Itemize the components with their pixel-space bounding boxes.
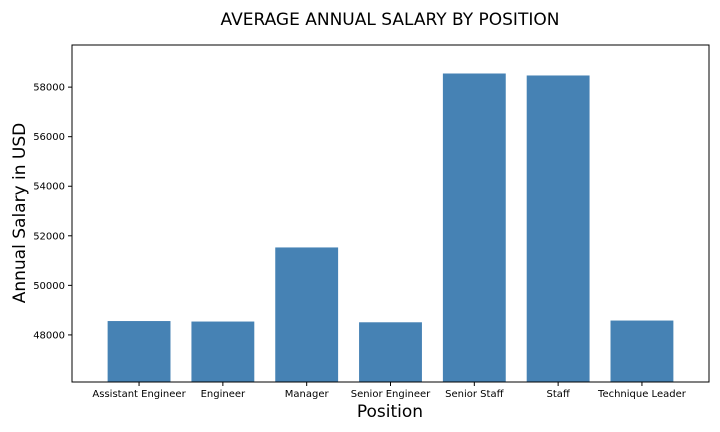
y-axis-label: Annual Salary in USD xyxy=(10,123,30,304)
x-tick-label: Manager xyxy=(285,389,330,400)
bar-technique-leader xyxy=(610,320,674,382)
x-tick-label: Senior Staff xyxy=(445,389,504,400)
bar-assistant-engineer xyxy=(107,321,171,382)
bar-senior-staff xyxy=(442,73,506,382)
y-ticks-layer: 48000 50000 52000 54000 56000 58000 xyxy=(33,83,72,341)
y-tick-label: 58000 xyxy=(33,83,65,94)
bar-engineer xyxy=(191,321,255,382)
y-tick-label: 48000 xyxy=(33,330,65,341)
y-tick-label: 56000 xyxy=(33,132,65,143)
bar-staff xyxy=(526,75,590,383)
x-tick-label: Staff xyxy=(546,389,570,400)
x-ticks-layer: Assistant Engineer Engineer Manager Senior … xyxy=(92,382,687,400)
x-tick-label: Assistant Engineer xyxy=(92,389,186,400)
bars-layer xyxy=(107,73,674,383)
chart-title: AVERAGE ANNUAL SALARY BY POSITION xyxy=(221,10,560,30)
plot-frame xyxy=(71,44,710,383)
y-tick-label: 54000 xyxy=(33,182,65,193)
bar-manager xyxy=(275,247,339,382)
x-tick-label: Senior Engineer xyxy=(351,389,431,400)
y-tick-label: 52000 xyxy=(33,231,65,242)
x-axis-label: Position xyxy=(357,402,423,422)
x-tick-label: Engineer xyxy=(201,389,246,400)
bar-senior-engineer xyxy=(359,322,422,382)
x-tick-label: Technique Leader xyxy=(597,389,687,400)
y-tick-label: 50000 xyxy=(33,281,65,292)
